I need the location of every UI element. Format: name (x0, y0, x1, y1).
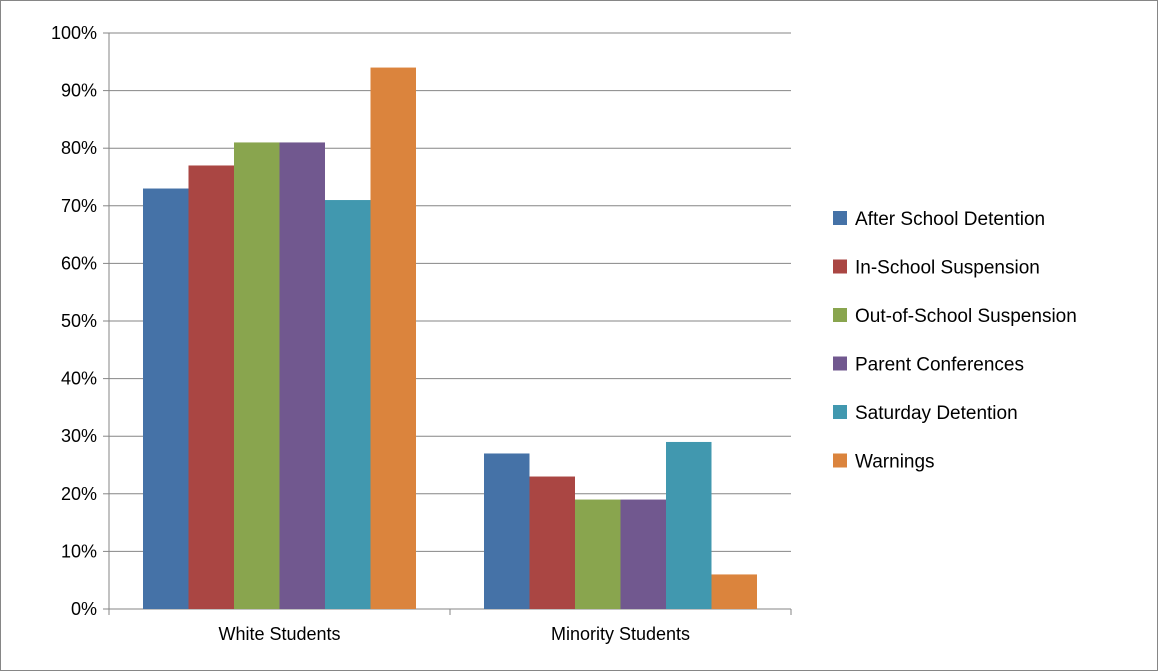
legend-swatch (833, 356, 847, 371)
legend-label: In-School Suspension (855, 258, 1040, 279)
legend-swatch (833, 453, 847, 468)
legend-label: After School Detention (855, 209, 1045, 230)
bar-out-of-school-suspension (575, 499, 621, 609)
x-tick-label: Minority Students (551, 624, 690, 644)
bar-after-school-detention (484, 453, 530, 609)
y-tick-label: 40% (61, 369, 97, 389)
bar-parent-conferences (279, 142, 325, 609)
x-tick-label: White Students (218, 624, 340, 644)
legend-label: Parent Conferences (855, 355, 1024, 376)
legend-label: Saturday Detention (855, 403, 1018, 424)
bar-in-school-suspension (188, 165, 234, 610)
legend-swatch (833, 308, 847, 322)
bar-saturday-detention (325, 200, 371, 610)
legend-swatch (833, 211, 847, 225)
y-tick-label: 90% (61, 81, 97, 101)
bar-in-school-suspension (529, 476, 575, 609)
legend-label: Warnings (855, 452, 935, 473)
y-tick-label: 20% (61, 484, 97, 504)
bar-warnings (711, 574, 757, 609)
y-tick-label: 0% (71, 599, 97, 619)
y-tick-label: 60% (61, 253, 97, 273)
bar-out-of-school-suspension (234, 142, 280, 609)
y-tick-label: 30% (61, 426, 97, 446)
bar-saturday-detention (666, 441, 712, 609)
y-tick-label: 100% (51, 23, 97, 43)
y-tick-label: 10% (61, 541, 97, 561)
legend-swatch (833, 405, 847, 419)
y-tick-label: 80% (61, 138, 97, 158)
bar-after-school-detention (143, 188, 189, 609)
legend-label: Out-of-School Suspension (855, 306, 1077, 327)
bar-parent-conferences (620, 499, 666, 609)
y-tick-label: 50% (61, 311, 97, 331)
y-tick-label: 70% (61, 196, 97, 216)
legend-swatch (833, 259, 847, 274)
bar-warnings (370, 67, 416, 609)
